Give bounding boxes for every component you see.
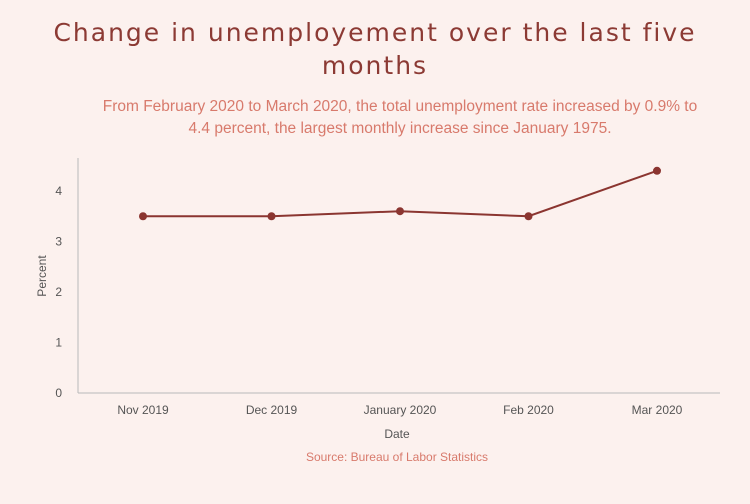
data-point: [267, 212, 276, 221]
x-axis-title: Date: [384, 427, 410, 441]
y-tick-label: 3: [55, 235, 62, 249]
x-tick-label: Dec 2019: [246, 403, 298, 417]
y-axis-title: Percent: [35, 255, 49, 297]
y-tick-labels: 0 1 2 3 4: [55, 184, 62, 400]
data-point: [524, 212, 533, 221]
x-tick-label: Mar 2020: [632, 403, 683, 417]
x-tick-label: Nov 2019: [117, 403, 169, 417]
x-tick-label: Feb 2020: [503, 403, 554, 417]
data-point: [396, 207, 404, 216]
y-tick-label: 2: [55, 285, 62, 299]
data-point: [139, 212, 147, 221]
y-tick-label: 4: [55, 184, 62, 198]
series-group: [139, 166, 661, 221]
chart-subtitle: From February 2020 to March 2020, the to…: [102, 98, 698, 137]
x-tick-label: January 2020: [364, 403, 437, 417]
y-tick-label: 1: [55, 336, 62, 350]
chart-title: Change in unemployement over the last fi…: [53, 18, 697, 80]
y-tick-label: 0: [55, 386, 62, 400]
x-tick-labels: Nov 2019 Dec 2019 January 2020 Feb 2020 Mar …: [117, 403, 682, 417]
data-point: [653, 166, 661, 175]
source-note: Source: Bureau of Labor Statistics: [305, 450, 489, 464]
